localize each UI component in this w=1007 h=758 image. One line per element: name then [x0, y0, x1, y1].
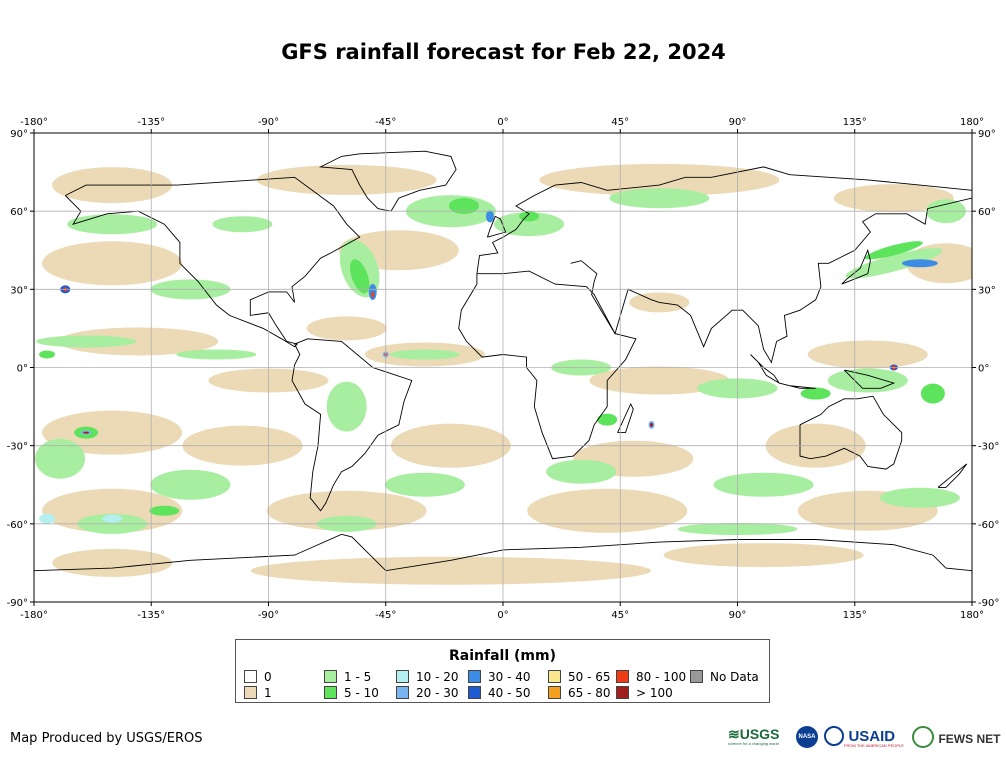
credit-text: Map Produced by USGS/EROS	[10, 731, 203, 746]
nasa-logo: NASA	[796, 726, 820, 752]
lat-tick-label-right: 0°	[978, 364, 989, 375]
legend-item: 10 - 20	[396, 670, 459, 684]
legend-item: > 100	[616, 686, 673, 700]
lat-tick-label-right: -90°	[978, 598, 999, 609]
coastlines-borders	[34, 150, 972, 572]
legend-swatch	[690, 670, 703, 683]
lon-tick-label-top: -90°	[258, 117, 279, 128]
legend-swatch	[468, 686, 481, 699]
legend-swatch	[396, 670, 409, 683]
legend-item: 40 - 50	[468, 686, 531, 700]
lat-tick-label-right: 60°	[978, 207, 996, 218]
lon-tick-label-top: 45°	[611, 117, 629, 128]
legend-swatch	[616, 686, 629, 699]
lat-tick-label-left: 30°	[10, 285, 28, 296]
lon-tick-label-bottom: 90°	[729, 610, 747, 621]
legend-label: 5 - 10	[344, 686, 379, 700]
legend-item: 5 - 10	[324, 686, 379, 700]
legend-label: 65 - 80	[568, 686, 611, 700]
legend-item: 50 - 65	[548, 670, 611, 684]
lon-tick-label-top: -180°	[20, 117, 48, 128]
rainfall-field	[35, 163, 972, 585]
lon-tick-label-bottom: -90°	[258, 610, 279, 621]
lat-tick-label-right: 30°	[978, 285, 996, 296]
legend-label: 0	[264, 670, 272, 684]
lat-tick-label-left: 60°	[10, 207, 28, 218]
lon-tick-label-top: 180°	[960, 117, 984, 128]
map-title: GFS rainfall forecast for Feb 22, 2024	[281, 40, 726, 64]
legend-label: 1	[264, 686, 272, 700]
legend-swatch	[548, 670, 561, 683]
legend-swatch	[548, 686, 561, 699]
lon-tick-label-top: -45°	[375, 117, 396, 128]
legend: Rainfall (mm) 0 1 1 - 5 5 - 10 10 - 20 20 - 3…	[235, 639, 770, 703]
legend-swatch	[244, 686, 257, 699]
legend-label: No Data	[710, 670, 759, 684]
lon-tick-label-bottom: -180°	[20, 610, 48, 621]
lon-tick-label-top: -135°	[137, 117, 165, 128]
axis-labels: -180° -180° -135° -135° -90° -90° -45° -45° 0° 0°…	[7, 117, 1000, 621]
lon-tick-label-bottom: 135°	[843, 610, 867, 621]
legend-swatch	[468, 670, 481, 683]
lon-tick-label-bottom: 0°	[497, 610, 508, 621]
legend-item: 20 - 30	[396, 686, 459, 700]
legend-item: 0	[244, 670, 272, 684]
legend-label: 50 - 65	[568, 670, 611, 684]
legend-item: No Data	[690, 670, 759, 684]
legend-swatch	[324, 670, 337, 683]
legend-label: 20 - 30	[416, 686, 459, 700]
lon-tick-label-bottom: -135°	[137, 610, 165, 621]
rainfall-map: -180° -180° -135° -135° -90° -90° -45° -45° 0° 0°…	[7, 117, 1000, 621]
legend-item: 80 - 100	[616, 670, 686, 684]
lat-tick-label-left: -30°	[7, 442, 28, 453]
lon-tick-label-bottom: 180°	[960, 610, 984, 621]
lat-tick-label-left: -90°	[7, 598, 28, 609]
legend-swatch	[324, 686, 337, 699]
agency-logos: ≋USGS science for a changing world NASA …	[728, 726, 1000, 752]
lon-tick-label-bottom: 45°	[611, 610, 629, 621]
legend-label: 40 - 50	[488, 686, 531, 700]
legend-item: 1 - 5	[324, 670, 371, 684]
lon-tick-label-top: 135°	[843, 117, 867, 128]
legend-label: 1 - 5	[344, 670, 372, 684]
usgs-logo: ≋USGS science for a changing world	[728, 726, 780, 746]
legend-swatch	[616, 670, 629, 683]
legend-swatch	[244, 670, 257, 683]
usaid-logo: USAID FROM THE AMERICAN PEOPLE	[824, 726, 912, 752]
legend-label: 80 - 100	[636, 670, 687, 684]
lon-tick-label-top: 0°	[497, 117, 508, 128]
legend-label: 30 - 40	[488, 670, 531, 684]
legend-label: 10 - 20	[416, 670, 459, 684]
lon-tick-label-top: 90°	[729, 117, 747, 128]
lat-tick-label-right: -30°	[978, 442, 999, 453]
graticule	[30, 129, 976, 606]
legend-title: Rainfall (mm)	[449, 648, 556, 664]
legend-swatch	[396, 686, 409, 699]
map-frame	[33, 132, 973, 603]
lon-tick-label-bottom: -45°	[375, 610, 396, 621]
lat-tick-label-left: -60°	[7, 520, 28, 531]
lat-tick-label-right: -60°	[978, 520, 999, 531]
fews-net-logo: FEWS NET	[912, 726, 1002, 752]
legend-item: 30 - 40	[468, 670, 531, 684]
lat-tick-label-left: 90°	[10, 129, 28, 140]
legend-item: 1	[244, 686, 272, 700]
lat-tick-label-right: 90°	[978, 129, 996, 140]
lat-tick-label-left: 0°	[17, 364, 28, 375]
legend-label: > 100	[636, 686, 673, 700]
legend-item: 65 - 80	[548, 686, 611, 700]
